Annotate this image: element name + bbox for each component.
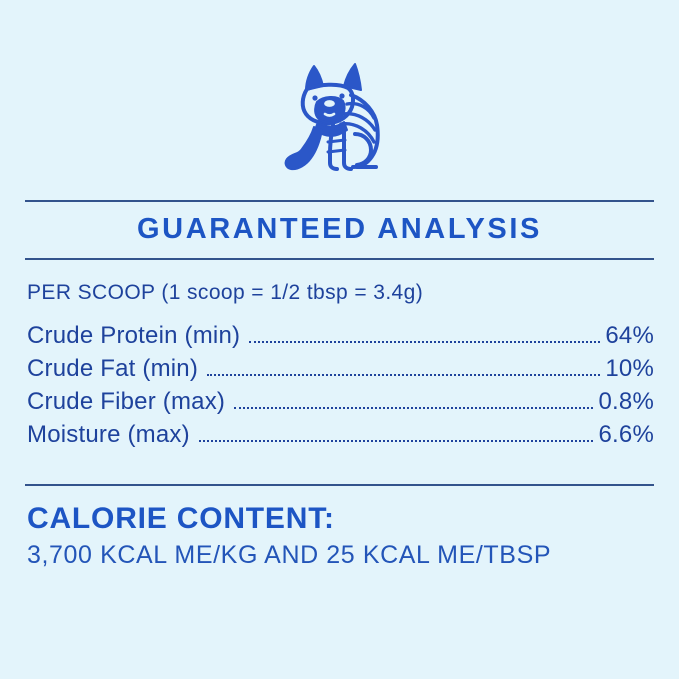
french-bulldog-bandaged-icon [284,63,380,171]
dotted-leader [198,440,594,442]
row-value: 6.6% [598,421,654,448]
analysis-row-crude-fat: Crude Fat (min) 10% [27,355,654,388]
dog-illustration-container [25,0,654,182]
dotted-leader [249,341,601,343]
divider-top [25,200,654,202]
row-label: Crude Fiber (max) [27,388,226,415]
row-label: Crude Protein (min) [27,322,241,349]
row-value: 64% [605,322,654,349]
dotted-leader [207,374,601,376]
analysis-rows: Crude Protein (min) 64% Crude Fat (min) … [25,320,654,454]
row-value: 0.8% [598,388,654,415]
dotted-leader [234,407,594,409]
guaranteed-analysis-title: GUARANTEED ANALYSIS [137,213,542,245]
row-label: Crude Fat (min) [27,355,199,382]
row-value: 10% [605,355,654,382]
divider-calorie [25,484,654,486]
divider-under-title [25,258,654,260]
analysis-row-crude-protein: Crude Protein (min) 64% [27,322,654,355]
row-label: Moisture (max) [27,421,190,448]
analysis-row-crude-fiber: Crude Fiber (max) 0.8% [27,388,654,421]
per-scoop-note: PER SCOOP (1 scoop = 1/2 tbsp = 3.4g) [27,281,424,304]
calorie-content-value: 3,700 KCAL ME/KG AND 25 KCAL ME/TBSP [27,541,552,569]
analysis-row-moisture: Moisture (max) 6.6% [27,421,654,454]
calorie-content-title: CALORIE CONTENT: [27,502,335,535]
